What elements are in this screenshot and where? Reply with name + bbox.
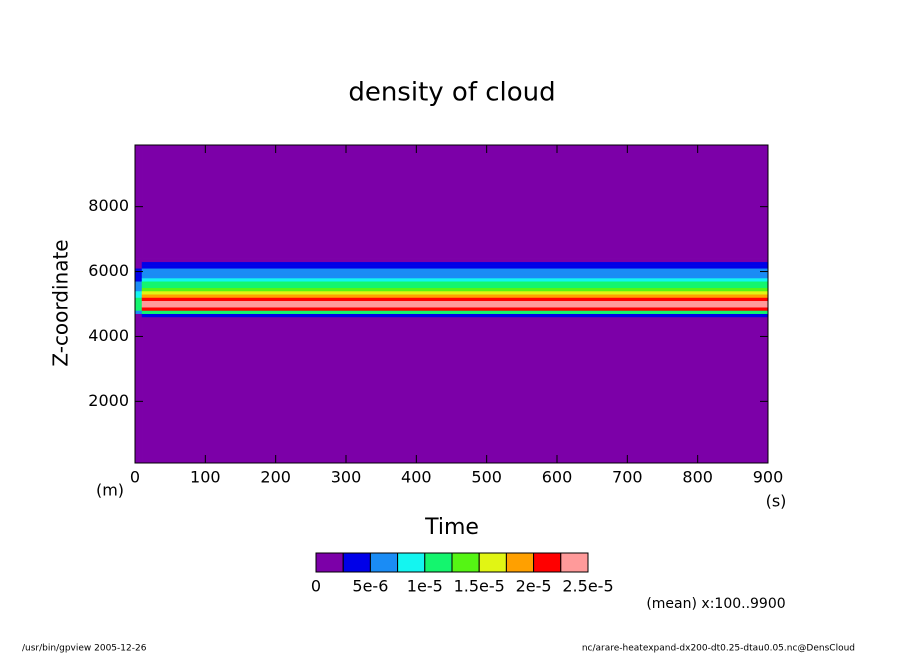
y-axis-label: Z-coordinate bbox=[49, 239, 73, 366]
cell bbox=[134, 313, 143, 318]
cell bbox=[141, 306, 769, 311]
colorbar-box bbox=[342, 552, 371, 573]
cell bbox=[134, 287, 143, 292]
cell bbox=[141, 284, 769, 289]
cell bbox=[141, 261, 769, 266]
cell bbox=[141, 277, 769, 282]
colorbar-tick-label: 1e-5 bbox=[407, 577, 443, 596]
y-tick-label: 8000 bbox=[88, 196, 129, 215]
y-tick-label: 4000 bbox=[88, 326, 129, 345]
colorbar-box bbox=[478, 552, 507, 573]
plot-frame bbox=[134, 144, 769, 464]
cell bbox=[134, 310, 143, 314]
cell bbox=[134, 294, 143, 298]
colorbar-box bbox=[369, 552, 399, 573]
cell bbox=[141, 281, 769, 285]
cell bbox=[141, 144, 769, 259]
cell bbox=[141, 300, 769, 305]
x-tick-label: 600 bbox=[542, 468, 573, 487]
cell bbox=[134, 261, 143, 266]
y-unit: (m) bbox=[96, 481, 124, 500]
cell bbox=[134, 316, 143, 321]
colorbar-tick-label: 1.5e-5 bbox=[454, 577, 505, 596]
cell bbox=[134, 258, 143, 263]
x-tick-label: 200 bbox=[260, 468, 291, 487]
cell bbox=[141, 316, 769, 321]
footer-right: nc/arare-heatexpand-dx200-dt0.25-dtau0.0… bbox=[582, 644, 855, 654]
colorbar-box bbox=[424, 552, 453, 573]
cell bbox=[141, 303, 769, 308]
cell bbox=[141, 258, 769, 263]
cell bbox=[134, 144, 143, 259]
colorbar-tick-label: 5e-6 bbox=[352, 577, 388, 596]
colorbar-box bbox=[560, 552, 589, 573]
colorbar-tick-label: 0 bbox=[311, 577, 321, 596]
cell bbox=[141, 290, 769, 295]
x-tick-label: 400 bbox=[401, 468, 432, 487]
x-tick-label: 500 bbox=[471, 468, 502, 487]
chart-title: density of cloud bbox=[348, 78, 555, 108]
x-tick-label: 300 bbox=[331, 468, 362, 487]
cell bbox=[141, 268, 769, 272]
colorbar-box bbox=[451, 552, 480, 573]
x-tick-label: 800 bbox=[682, 468, 713, 487]
x-tick-label: 0 bbox=[130, 468, 140, 487]
y-tick-label: 2000 bbox=[88, 391, 129, 410]
cell bbox=[134, 300, 143, 305]
cell bbox=[141, 310, 769, 314]
cell bbox=[134, 264, 143, 269]
plot-area bbox=[134, 144, 769, 464]
cell bbox=[141, 271, 769, 276]
cell bbox=[134, 303, 143, 308]
annotation: (mean) x:100..9900 bbox=[646, 596, 785, 612]
footer-left: /usr/bin/gpview 2005-12-26 bbox=[22, 644, 147, 654]
cell bbox=[134, 306, 143, 311]
cell bbox=[134, 281, 143, 285]
cell bbox=[134, 274, 143, 279]
cell bbox=[141, 287, 769, 292]
cell bbox=[134, 284, 143, 289]
x-tick-label: 900 bbox=[753, 468, 784, 487]
x-unit: (s) bbox=[766, 492, 787, 511]
colorbar-box bbox=[533, 552, 562, 573]
cell bbox=[141, 297, 769, 302]
colorbar-box bbox=[397, 552, 426, 573]
x-tick-label: 100 bbox=[190, 468, 221, 487]
x-tick-label: 700 bbox=[612, 468, 643, 487]
cell bbox=[141, 294, 769, 298]
cell bbox=[134, 290, 143, 295]
cell bbox=[134, 319, 143, 464]
colorbar-tick-label: 2e-5 bbox=[516, 577, 552, 596]
colorbar-box bbox=[505, 552, 535, 573]
cell bbox=[141, 274, 769, 279]
cell bbox=[141, 313, 769, 318]
y-tick-label: 6000 bbox=[88, 261, 129, 280]
cell bbox=[134, 297, 143, 302]
cell bbox=[141, 319, 769, 464]
colorbar-box bbox=[315, 552, 344, 573]
colorbar-tick-label: 2.5e-5 bbox=[562, 577, 613, 596]
x-axis-label: Time bbox=[424, 515, 479, 540]
cell bbox=[134, 277, 143, 282]
cell bbox=[141, 264, 769, 269]
